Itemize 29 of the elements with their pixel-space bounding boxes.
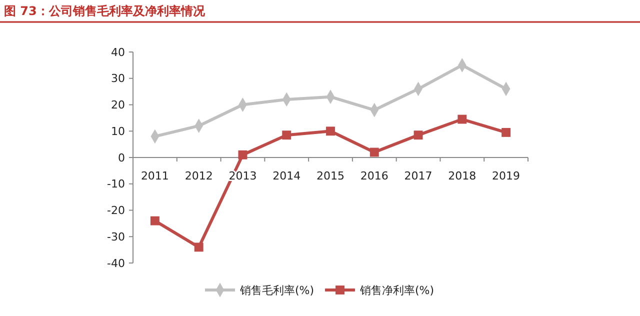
legend-label: 销售毛利率(%): [239, 284, 314, 297]
point: [282, 130, 292, 140]
y-tick-label: 10: [111, 124, 125, 138]
point: [150, 216, 160, 226]
y-tick-label: 0: [118, 151, 125, 164]
point: [502, 128, 511, 137]
point: [194, 242, 204, 252]
point: [238, 150, 248, 160]
point: [370, 148, 379, 157]
x-tick-label: 2012: [184, 170, 213, 182]
x-tick-label: 2017: [404, 170, 432, 182]
x-tick-label: 2011: [140, 170, 169, 182]
chart-title: 图 73：公司销售毛利率及净利率情况: [4, 4, 206, 18]
point: [326, 126, 335, 136]
y-tick-label: 20: [111, 98, 125, 112]
legend-label: 销售净利率(%): [359, 284, 434, 297]
y-tick-label: -40: [107, 256, 125, 270]
y-tick-label: -10: [107, 178, 125, 191]
y-tick-label: -30: [107, 230, 125, 244]
y-tick-label: 30: [111, 72, 125, 86]
y-tick-label: 40: [111, 46, 125, 59]
y-tick-label: -20: [107, 204, 125, 218]
x-tick-label: 2019: [492, 170, 520, 182]
point: [458, 114, 467, 124]
point: [414, 130, 423, 140]
x-tick-label: 2015: [316, 170, 344, 182]
x-tick-label: 2018: [448, 170, 476, 182]
x-tick-label: 2014: [272, 170, 301, 182]
x-tick-label: 2016: [360, 170, 388, 182]
